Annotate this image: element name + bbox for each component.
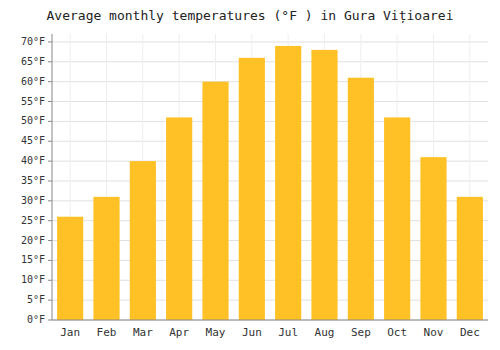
y-tick	[48, 61, 52, 62]
y-tick-label: 50°F	[21, 115, 45, 126]
y-tick	[48, 200, 52, 201]
y-tick	[48, 280, 52, 281]
y-tick	[48, 220, 52, 221]
y-tick-label: 30°F	[21, 195, 45, 206]
page: {"chart_data": {"type": "bar", "title": …	[0, 0, 500, 350]
y-axis-line	[52, 34, 53, 320]
y-tick-label: 0°F	[27, 314, 45, 325]
y-tick-label: 5°F	[27, 294, 45, 305]
x-tick-label: Mar	[133, 326, 153, 339]
y-tick	[48, 240, 52, 241]
y-tick-label: 35°F	[21, 175, 45, 186]
y-tick	[48, 101, 52, 102]
bar	[57, 217, 83, 320]
y-tick	[48, 300, 52, 301]
y-tick-label: 70°F	[21, 36, 45, 47]
y-tick-label: 55°F	[21, 96, 45, 107]
y-grid-line	[52, 41, 488, 42]
x-tick-label: Apr	[169, 326, 189, 339]
y-tick	[48, 121, 52, 122]
title: Average monthly temperatures (°F ) in Gu…	[47, 8, 454, 24]
x-tick-label: Aug	[315, 326, 335, 339]
chart: 0°F 5°F 10°F 15°F 20°F 25°F 30°F 35°F 40°F 45°F 50…	[0, 0, 500, 350]
y-tick-label: 25°F	[21, 215, 45, 226]
y-tick	[48, 180, 52, 181]
y-grid-line	[52, 141, 488, 142]
y-grid-line	[52, 81, 488, 82]
bar	[420, 157, 446, 320]
bar	[166, 117, 192, 320]
y-grid-line	[52, 101, 488, 102]
x-tick-label: Nov	[424, 326, 444, 339]
y-grid-line	[52, 61, 488, 62]
bar	[384, 117, 410, 320]
y-tick	[48, 260, 52, 261]
y-grid-line	[52, 121, 488, 122]
y-tick-label: 20°F	[21, 235, 45, 246]
y-tick	[48, 141, 52, 142]
bars	[57, 46, 483, 320]
y-tick	[48, 320, 52, 321]
y-tick-label: 45°F	[21, 135, 45, 146]
x-tick-label: Oct	[387, 326, 407, 339]
y-tick-label: 15°F	[21, 254, 45, 265]
x-tick-label: Jul	[278, 326, 298, 339]
x-tick-label: Feb	[97, 326, 117, 339]
x-tick-label: May	[206, 326, 226, 339]
y-tick	[48, 161, 52, 162]
y-grid-line	[52, 320, 488, 321]
x-tick-label: Dec	[460, 326, 480, 339]
x-tick-label: Sep	[351, 326, 371, 339]
bar	[457, 197, 483, 320]
x-axis-line	[52, 320, 488, 321]
bar	[275, 46, 301, 320]
x-tick-label: Jun	[242, 326, 262, 339]
grid	[52, 34, 488, 320]
bar	[93, 197, 119, 320]
y-tick	[48, 41, 52, 42]
x-tick-label: Jan	[60, 326, 80, 339]
y-tick-label: 60°F	[21, 76, 45, 87]
bar	[239, 58, 265, 320]
bar	[348, 78, 374, 320]
y-tick-label: 10°F	[21, 274, 45, 285]
y-tick	[48, 81, 52, 82]
y-tick-label: 40°F	[21, 155, 45, 166]
axes: 0°F 5°F 10°F 15°F 20°F 25°F 30°F 35°F 40°F 45°F 50…	[21, 34, 488, 339]
bar	[130, 161, 156, 320]
bar	[311, 50, 337, 320]
bar	[202, 82, 228, 320]
y-tick-label: 65°F	[21, 56, 45, 67]
